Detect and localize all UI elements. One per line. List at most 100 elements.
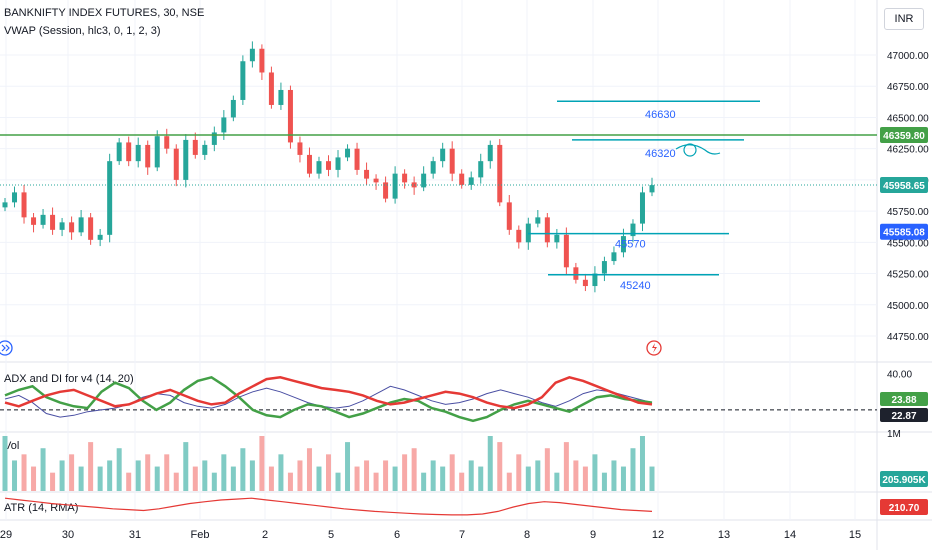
currency-selector[interactable]: INR xyxy=(884,8,924,30)
candle xyxy=(211,126,217,152)
candle xyxy=(50,207,56,235)
price-label-box xyxy=(880,223,928,240)
candle-body xyxy=(107,161,113,235)
candle-body xyxy=(649,185,655,193)
volume-pane: Vol xyxy=(2,436,655,491)
volume-bar xyxy=(544,448,550,491)
candle-body xyxy=(345,148,351,158)
candle-body xyxy=(449,148,455,174)
adx-title: ADX and DI for v4 (14, 20) xyxy=(4,373,134,385)
volume-bar xyxy=(21,454,27,491)
price-tick: 45750.00 xyxy=(887,207,929,218)
volume-bar xyxy=(459,472,465,491)
candle xyxy=(135,137,141,168)
volume-bar xyxy=(40,448,46,491)
x-tick-label: Feb xyxy=(191,529,210,541)
atr-value-box xyxy=(880,499,928,515)
adx-series-adx xyxy=(4,385,653,418)
atr-pane: ATR (14, RMA) xyxy=(4,497,653,516)
refresh-icon[interactable] xyxy=(0,340,13,356)
candle xyxy=(487,140,493,169)
atr-line xyxy=(4,497,653,516)
candle xyxy=(345,144,351,162)
candle xyxy=(497,139,503,207)
candle-body xyxy=(230,99,236,118)
grid xyxy=(0,0,877,520)
candle xyxy=(107,153,113,243)
volume-bar xyxy=(440,466,446,491)
volume-bar xyxy=(630,448,636,491)
candle-body xyxy=(402,173,408,183)
volume-bar xyxy=(487,436,493,491)
volume-bar xyxy=(259,436,265,491)
volume-bar xyxy=(97,466,103,491)
x-tick-label: 7 xyxy=(459,529,465,541)
volume-bar xyxy=(554,472,560,491)
adx-series-di xyxy=(4,375,653,410)
volume-bar xyxy=(230,466,236,491)
adx-pane: ADX and DI for v4 (14, 20) xyxy=(0,373,877,423)
candle-body xyxy=(31,217,37,225)
price-tick: 44750.00 xyxy=(887,332,929,343)
candle xyxy=(592,266,598,293)
candle xyxy=(582,273,588,292)
x-tick-label: 9 xyxy=(590,529,596,541)
candle xyxy=(116,138,122,165)
candle-body xyxy=(573,267,579,280)
volume-bar xyxy=(402,454,408,491)
candle xyxy=(316,156,322,179)
candle xyxy=(402,169,408,189)
candle-body xyxy=(164,136,170,149)
lightning-icon[interactable] xyxy=(646,340,662,356)
volume-bar xyxy=(411,448,417,491)
candle xyxy=(630,219,636,243)
volume-title: Vol xyxy=(4,440,19,452)
candle xyxy=(202,140,208,160)
volume-bar xyxy=(611,460,617,491)
candle xyxy=(183,134,189,188)
candle xyxy=(392,166,398,204)
x-tick-label: 30 xyxy=(62,529,74,541)
volume-bar xyxy=(31,466,37,491)
price-tick: 46250.00 xyxy=(887,145,929,156)
candle-body xyxy=(630,223,636,237)
candle-body xyxy=(12,192,18,203)
volume-bar xyxy=(88,442,94,491)
volume-bar xyxy=(478,466,484,491)
candle-body xyxy=(306,154,312,174)
volume-bar xyxy=(221,454,227,491)
volume-bar xyxy=(154,466,160,491)
price-tick: 45500.00 xyxy=(887,238,929,249)
candle-body xyxy=(126,142,132,162)
volume-bar xyxy=(164,454,170,491)
adx-value-box xyxy=(880,392,928,406)
candle-body xyxy=(601,261,607,274)
volume-bar xyxy=(145,454,151,491)
volume-bar xyxy=(421,472,427,491)
volume-bar xyxy=(249,460,255,491)
volume-bar xyxy=(240,448,246,491)
candle xyxy=(459,169,465,189)
volume-bar xyxy=(373,472,379,491)
candle-body xyxy=(468,177,474,185)
volume-bar xyxy=(601,472,607,491)
candle-body xyxy=(50,214,56,230)
candle-body xyxy=(497,144,503,203)
candle-body xyxy=(21,192,27,218)
candle xyxy=(411,176,417,195)
candle-body xyxy=(268,72,274,105)
volume-bar xyxy=(50,472,56,491)
volume-bar xyxy=(345,442,351,491)
candle xyxy=(516,225,522,249)
candle xyxy=(601,256,607,282)
volume-bar xyxy=(430,460,436,491)
candle-body xyxy=(430,161,436,174)
candle xyxy=(383,176,389,203)
candle xyxy=(145,140,151,175)
candle-body xyxy=(383,182,389,199)
candle xyxy=(192,132,198,159)
volume-bar xyxy=(620,466,626,491)
candle xyxy=(297,136,303,163)
candle xyxy=(268,66,274,109)
